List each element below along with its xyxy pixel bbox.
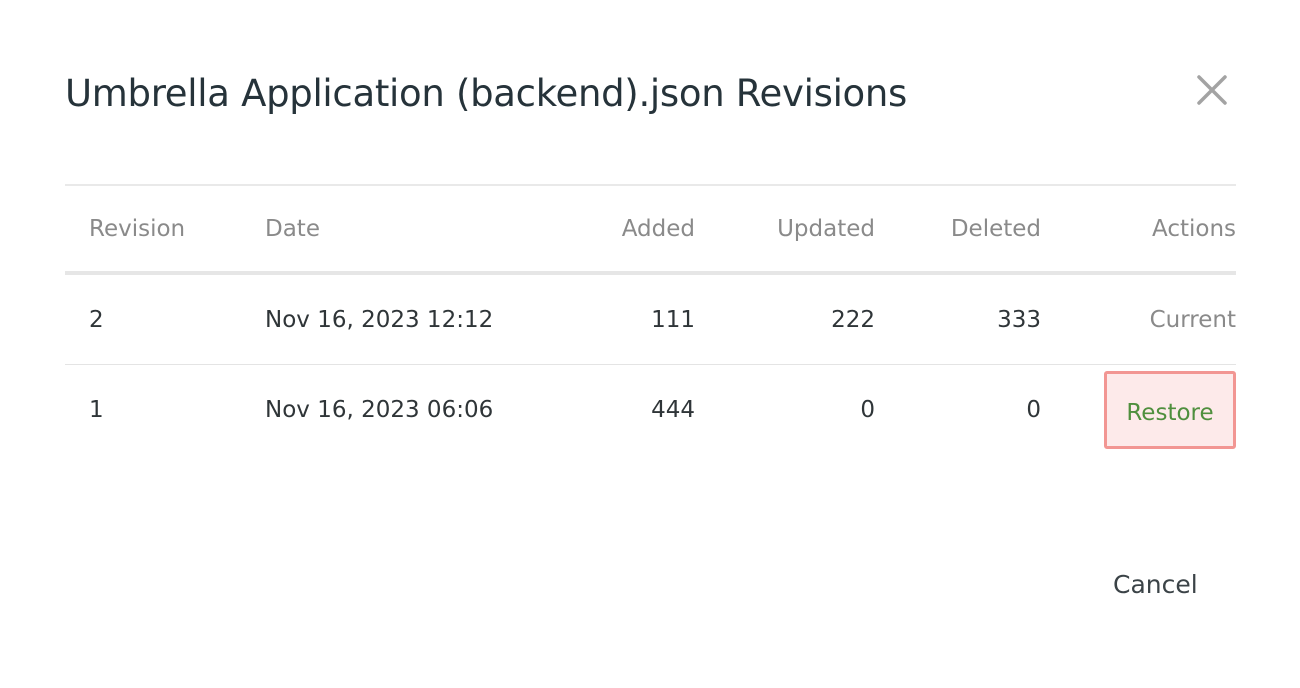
table-row: 2 Nov 16, 2023 12:12 111 222 333 Current xyxy=(65,273,1236,365)
revision-cell: 2 xyxy=(89,306,104,333)
header-added: Added xyxy=(621,215,695,242)
date-cell: Nov 16, 2023 06:06 xyxy=(265,396,494,423)
table-header-row: Revision Date Added Updated Deleted Acti… xyxy=(65,185,1236,273)
restore-button[interactable]: Restore xyxy=(1104,370,1236,449)
header-deleted: Deleted xyxy=(950,215,1041,242)
table-row: 1 Nov 16, 2023 06:06 444 0 0 Restore xyxy=(65,365,1236,455)
revisions-table: Revision Date Added Updated Deleted Acti… xyxy=(65,184,1236,454)
close-icon[interactable] xyxy=(1194,72,1230,108)
revision-cell: 1 xyxy=(89,396,104,423)
header-updated: Updated xyxy=(777,215,875,242)
actions-cell: Restore xyxy=(1041,365,1236,455)
deleted-cell: 0 xyxy=(1026,396,1041,423)
current-label: Current xyxy=(1149,306,1236,333)
deleted-cell: 333 xyxy=(997,306,1041,333)
header-revision: Revision xyxy=(89,215,186,242)
date-cell: Nov 16, 2023 12:12 xyxy=(265,306,494,333)
added-cell: 111 xyxy=(651,306,695,333)
updated-cell: 222 xyxy=(831,306,875,333)
header-actions: Actions xyxy=(1151,215,1236,242)
updated-cell: 0 xyxy=(860,396,875,423)
added-cell: 444 xyxy=(651,396,695,423)
header-date: Date xyxy=(265,215,320,242)
cancel-button[interactable]: Cancel xyxy=(1113,570,1198,599)
dialog-title: Umbrella Application (backend).json Revi… xyxy=(65,72,908,115)
